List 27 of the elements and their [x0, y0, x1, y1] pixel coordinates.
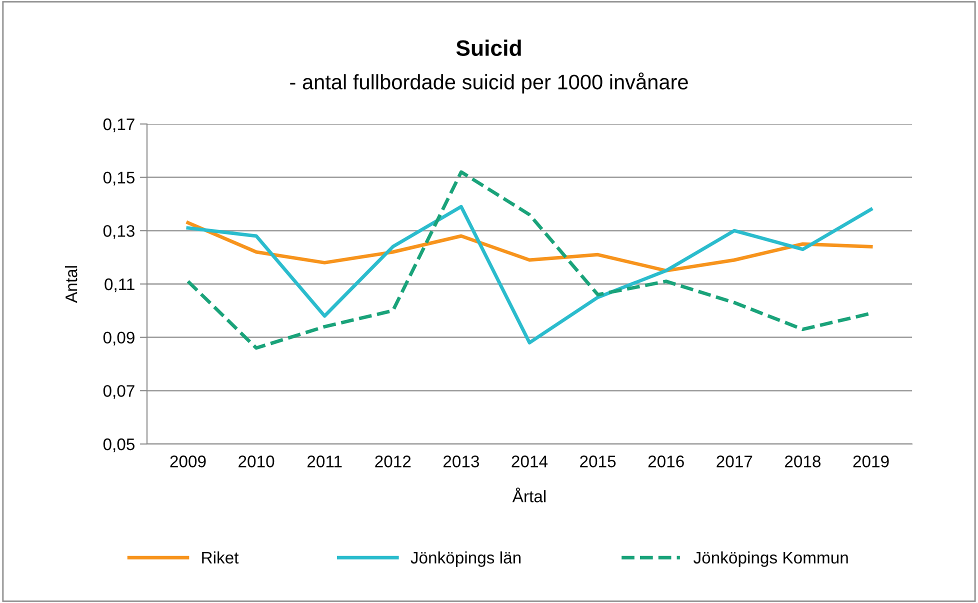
legend-label: Jönköpings Kommun: [694, 551, 848, 567]
x-tick-label: 2015: [580, 456, 616, 468]
y-tick-label: 0,11: [104, 278, 134, 292]
x-tick-label: 2014: [512, 456, 548, 468]
x-tick-label: 2017: [716, 456, 752, 468]
x-tick-label: 2016: [648, 456, 684, 468]
x-tick-label: 2019: [853, 456, 889, 468]
line-series: [186, 220, 873, 272]
legend-label: Riket: [202, 551, 239, 564]
y-axis-title: Antal: [65, 266, 78, 303]
x-tick-label: 2009: [170, 456, 206, 468]
x-tick-label: 2018: [785, 456, 821, 468]
x-tick-label: 2012: [375, 456, 411, 468]
x-axis-title: Årtal: [512, 488, 546, 502]
y-tick-label: 0,09: [103, 332, 134, 346]
chart-subtitle: - antal fullbordade suicid per 1000 invånare: [290, 72, 688, 94]
x-tick-label: 2013: [444, 456, 480, 468]
y-tick-label: 0,15: [103, 172, 134, 186]
x-tick-label: 2011: [308, 456, 342, 468]
y-tick-label: 0,13: [103, 225, 134, 239]
y-tick-label: 0,07: [103, 385, 134, 399]
y-tick-label: 0,17: [103, 118, 134, 132]
y-tick-label: 0,05: [103, 438, 134, 452]
x-tick-label: 2010: [238, 456, 274, 468]
line-series: [186, 204, 873, 344]
chart-title: Suicid: [456, 40, 521, 56]
legend-label: Jönköpings län: [410, 551, 521, 567]
